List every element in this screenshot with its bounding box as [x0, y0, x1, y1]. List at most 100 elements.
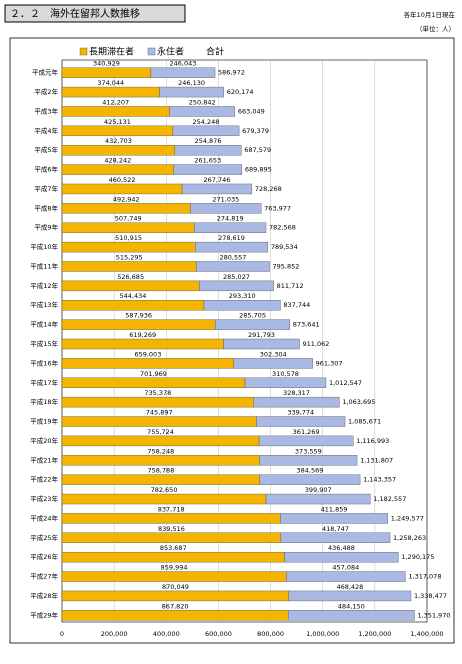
value-label: 328,317 [283, 389, 310, 397]
value-label: 374,044 [97, 79, 124, 87]
y-tick-label: 平成28年 [30, 591, 58, 600]
x-tick-label: 1,400,000 [410, 630, 443, 638]
value-label: 340,929 [93, 60, 120, 68]
bar-segment [61, 493, 267, 505]
bar-segment [280, 513, 388, 524]
value-label: 510,915 [115, 234, 142, 242]
value-label: 839,516 [158, 525, 185, 533]
bar-segment [61, 145, 176, 156]
y-tick-label: 平成9年 [34, 223, 58, 232]
total-label: 687,579 [244, 146, 271, 154]
bar-segment [284, 551, 399, 563]
value-label: 411,859 [321, 505, 348, 513]
bar-segment [61, 416, 257, 427]
y-tick-label: 平成22年 [30, 475, 58, 484]
total-label: 1,063,695 [342, 398, 375, 406]
total-label: 837,744 [283, 301, 310, 309]
total-label: 782,568 [269, 224, 296, 232]
legend-label: 合計 [206, 46, 224, 58]
bar-segment [233, 358, 313, 369]
bar-segment [253, 396, 340, 408]
value-label: 428,242 [104, 157, 131, 165]
value-label: 280,557 [219, 253, 246, 261]
total-label: 728,268 [255, 185, 282, 193]
y-tick-label: 平成24年 [30, 513, 58, 522]
bar-segment [61, 532, 282, 543]
total-label: 1,249,577 [391, 514, 424, 522]
value-label: 544,434 [120, 292, 147, 300]
y-tick-label: 平成3年 [34, 106, 58, 115]
bar-segment [61, 474, 261, 485]
value-label: 310,578 [272, 370, 299, 378]
value-label: 246,130 [178, 79, 205, 87]
x-tick-label: 200,000 [101, 630, 128, 638]
value-label: 254,248 [193, 118, 220, 126]
x-tick-label: 400,000 [153, 630, 180, 638]
bar-segment [61, 106, 170, 117]
value-label: 250,842 [189, 98, 216, 106]
x-tick-label: 800,000 [257, 630, 284, 638]
y-tick-label: 平成2年 [34, 87, 58, 96]
bar-segment [288, 590, 412, 602]
legend-label: 長期滞在者 [89, 46, 134, 58]
value-label: 492,942 [113, 195, 140, 203]
value-label: 412,207 [102, 98, 129, 106]
value-label: 515,295 [116, 253, 143, 261]
total-label: 689,895 [245, 166, 272, 174]
bar-segment [61, 183, 183, 195]
bar-segment [215, 319, 290, 330]
bar-segment [181, 183, 253, 195]
value-label: 361,269 [293, 428, 320, 436]
y-tick-label: 平成8年 [34, 203, 58, 212]
bar-segment [259, 474, 361, 485]
total-label: 1,317,078 [408, 573, 441, 581]
value-label: 745,897 [146, 409, 173, 417]
value-label: 285,027 [223, 273, 250, 281]
bar-segment [61, 86, 160, 98]
total-label: 586,972 [218, 69, 245, 77]
value-label: 859,994 [161, 564, 188, 572]
bar-segment [280, 532, 391, 543]
value-label: 373,559 [295, 447, 322, 455]
total-label: 911,062 [303, 340, 330, 348]
total-label: 811,712 [277, 282, 304, 290]
bar-segment [61, 222, 195, 233]
chart-frame [9, 37, 455, 644]
value-label: 285,705 [239, 312, 266, 320]
bar-segment [199, 280, 274, 292]
y-tick-label: 平成5年 [34, 145, 58, 154]
bar-segment [61, 513, 281, 524]
bar-segment [61, 280, 200, 292]
bar-segment [172, 125, 240, 137]
y-tick-label: 平成21年 [30, 455, 58, 464]
total-label: 1,131,807 [360, 456, 393, 464]
value-label: 468,428 [336, 583, 363, 591]
total-label: 663,049 [238, 107, 265, 115]
value-label: 293,310 [229, 292, 256, 300]
total-label: 1,351,970 [417, 611, 450, 619]
bar-segment [196, 261, 270, 272]
header-box [4, 4, 186, 23]
value-label: 399,907 [305, 486, 332, 494]
unit-note: （単位：人） [416, 24, 455, 33]
bar-segment [286, 571, 406, 582]
value-label: 837,718 [158, 505, 185, 513]
bar-segment [61, 125, 174, 137]
legend-label: 永住者 [157, 46, 184, 58]
y-tick-label: 平成23年 [30, 494, 58, 503]
y-tick-label: 平成11年 [30, 261, 58, 270]
y-tick-label: 平成19年 [30, 417, 58, 426]
value-label: 302,304 [260, 350, 287, 358]
value-label: 384,569 [297, 467, 324, 475]
bar-segment [61, 203, 191, 214]
total-label: 795,852 [272, 262, 299, 270]
total-label: 763,977 [264, 204, 291, 212]
bar-segment [174, 145, 242, 156]
bar-segment [61, 610, 289, 621]
bar-segment [61, 67, 152, 78]
value-label: 526,685 [117, 273, 144, 281]
value-label: 339,774 [287, 409, 314, 417]
bar-segment [194, 222, 267, 233]
y-tick-label: 平成27年 [30, 572, 58, 581]
